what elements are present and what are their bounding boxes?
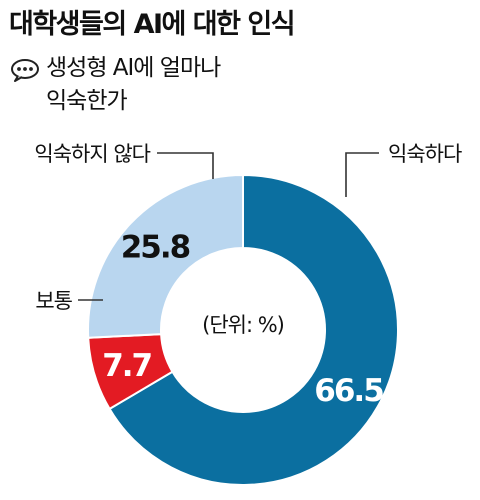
leader-lines <box>78 152 379 301</box>
category-label-neutral: 보통 <box>35 289 72 313</box>
leader-line-familiar <box>345 152 379 197</box>
category-label-familiar: 익숙하다 <box>388 142 462 166</box>
slice-familiar <box>108 173 399 486</box>
category-label-unfamiliar: 익숙하지 않다 <box>34 142 150 166</box>
survey-question-line-1: 생성형 AI에 얼마나 <box>46 55 221 81</box>
slice-neutral <box>87 173 244 339</box>
unit-note: (단위: %) <box>202 313 284 337</box>
value-label-unfamiliar: 7.7 <box>102 348 151 384</box>
chart-title: 대학생들의 AI에 대한 인식 <box>9 9 296 40</box>
value-label-familiar: 66.5 <box>314 373 383 409</box>
leader-line-unfamiliar <box>157 152 214 179</box>
survey-question-line-2: 익숙한가 <box>46 88 128 114</box>
survey-question: 생성형 AI에 얼마나 익숙한가 <box>46 52 286 118</box>
donut-slices <box>87 173 399 486</box>
value-label-neutral: 25.8 <box>121 229 190 265</box>
speech-bubble-icon <box>11 59 39 82</box>
value-labels: 66.5 7.7 25.8 <box>102 229 385 409</box>
